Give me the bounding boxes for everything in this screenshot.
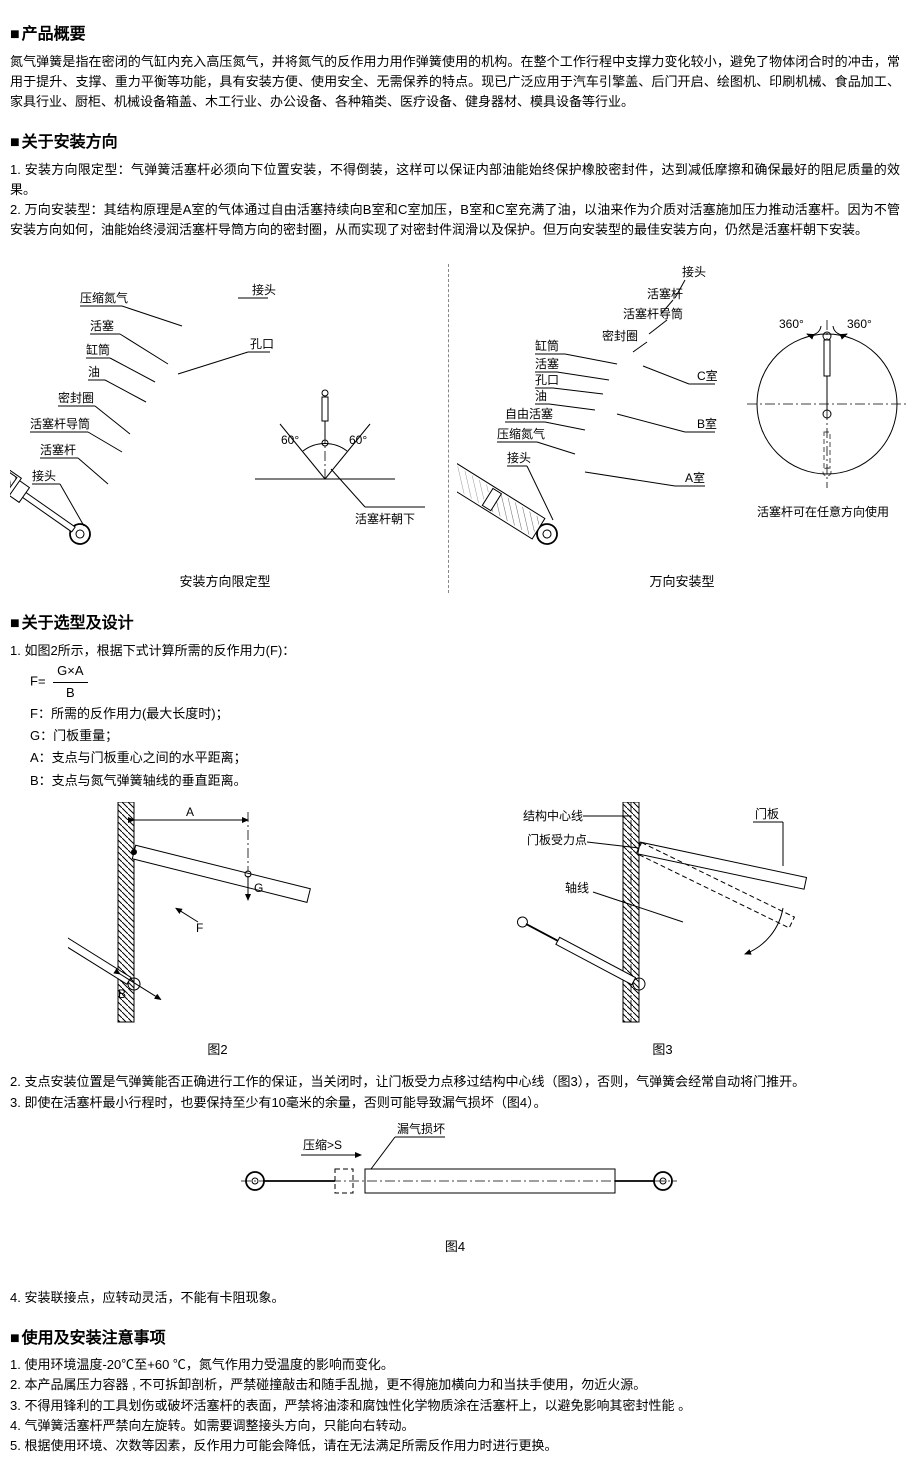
svg-text:密封圈: 密封圈 [58, 390, 94, 405]
caption-fixed-type: 安装方向限定型 [10, 572, 440, 593]
svg-text:60°: 60° [349, 433, 367, 447]
formula-denominator: B [53, 683, 87, 704]
svg-text:活塞杆朝下: 活塞杆朝下 [355, 511, 415, 526]
svg-text:活塞杆: 活塞杆 [647, 286, 683, 301]
diagram-divider [448, 264, 449, 593]
svg-text:F: F [196, 921, 203, 935]
svg-text:活塞杆: 活塞杆 [40, 442, 76, 457]
svg-text:门板: 门板 [755, 806, 779, 821]
svg-text:压缩氮气: 压缩氮气 [80, 290, 128, 305]
section-title-install-dir: 关于安装方向 [10, 130, 900, 156]
svg-text:缸筒: 缸筒 [86, 342, 110, 357]
def-G: G：门板重量； [30, 725, 900, 747]
def-B: B：支点与氮气弹簧轴线的垂直距离。 [30, 770, 900, 792]
svg-text:活塞: 活塞 [90, 318, 114, 333]
svg-text:自由活塞: 自由活塞 [505, 406, 553, 421]
notes-item-3: 3. 不得用锋利的工具划伤或破坏活塞杆的表面，严禁将油漆和腐蚀性化学物质涂在活塞… [10, 1396, 900, 1416]
svg-text:轴线: 轴线 [565, 880, 589, 895]
def-A: A：支点与门板重心之间的水平距离； [30, 747, 900, 769]
diagram-row-2: A G F B 图2 [10, 802, 900, 1061]
caption-universal-type: 万向安装型 [457, 572, 907, 593]
diagram-fig3: 结构中心线 门板受力点 轴线 门板 [483, 802, 843, 1032]
svg-text:A: A [186, 805, 194, 819]
diagram-row-3: 压缩>S 漏气损坏 图4 [10, 1119, 900, 1258]
caption-fig2: 图2 [68, 1040, 368, 1061]
caption-fig3: 图3 [483, 1040, 843, 1061]
formula-lhs: F= [30, 673, 46, 688]
install-dir-item-1: 1. 安装方向限定型：气弹簧活塞杆必须向下位置安装，不得倒装，这样可以保证内部油… [10, 160, 900, 200]
diagram-row-1: 压缩氮气 活塞 缸筒 油 密封圈 活塞杆导筒 活塞杆 接头 接头 孔口 [10, 254, 900, 593]
svg-text:60°: 60° [281, 433, 299, 447]
svg-text:G: G [254, 881, 263, 895]
section-title-selection: 关于选型及设计 [10, 611, 900, 637]
svg-text:接头: 接头 [252, 282, 276, 297]
diagram-fixed-type: 压缩氮气 活塞 缸筒 油 密封圈 活塞杆导筒 活塞杆 接头 接头 孔口 [10, 254, 440, 564]
caption-fig4: 图4 [225, 1237, 685, 1258]
svg-text:A室: A室 [685, 470, 705, 485]
diagram-fig4: 压缩>S 漏气损坏 [225, 1119, 685, 1229]
svg-text:压缩>S: 压缩>S [303, 1137, 342, 1152]
notes-item-5: 5. 根据使用环境、次数等因素，反作用力可能会降低，请在无法满足所需反作用力时进… [10, 1436, 900, 1456]
formula-defs: F：所需的反作用力(最大长度时)； G：门板重量； A：支点与门板重心之间的水平… [30, 703, 900, 791]
svg-text:B: B [118, 987, 126, 1001]
svg-text:缸筒: 缸筒 [535, 338, 559, 353]
notes-item-1: 1. 使用环境温度-20℃至+60 ℃，氮气作用力受温度的影响而变化。 [10, 1355, 900, 1375]
section-title-overview: 产品概要 [10, 22, 900, 48]
svg-text:活塞杆导筒: 活塞杆导筒 [30, 416, 90, 431]
notes-item-4: 4. 气弹簧活塞杆严禁向左旋转。如需要调整接头方向，只能向右转动。 [10, 1416, 900, 1436]
svg-text:密封圈: 密封圈 [602, 328, 638, 343]
svg-text:360°: 360° [847, 317, 872, 331]
svg-text:漏气损坏: 漏气损坏 [397, 1121, 445, 1136]
svg-text:油: 油 [535, 389, 547, 403]
install-dir-item-2: 2. 万向安装型：其结构原理是A室的气体通过自由活塞持续向B室和C室加压，B室和… [10, 200, 900, 240]
svg-text:360°: 360° [779, 317, 804, 331]
svg-text:结构中心线: 结构中心线 [523, 808, 583, 823]
svg-text:接头: 接头 [507, 450, 531, 465]
diagram-fig2: A G F B [68, 802, 368, 1032]
section-title-notes: 使用及安装注意事项 [10, 1326, 900, 1352]
svg-text:接头: 接头 [32, 468, 56, 483]
svg-text:接头: 接头 [682, 264, 706, 279]
svg-text:B室: B室 [697, 416, 717, 431]
svg-text:压缩氮气: 压缩氮气 [497, 426, 545, 441]
notes-item-2: 2. 本产品属压力容器 , 不可拆卸剖析，严禁碰撞敲击和随手乱抛，更不得施加横向… [10, 1375, 900, 1395]
svg-text:活塞杆导筒: 活塞杆导筒 [623, 306, 683, 321]
svg-text:孔口: 孔口 [535, 373, 559, 387]
selection-intro: 1. 如图2所示，根据下式计算所需的反作用力(F)： [10, 641, 900, 661]
overview-body: 氮气弹簧是指在密闭的气缸内充入高压氮气，并将氮气的反作用力用作弹簧使用的机构。在… [10, 52, 900, 112]
def-F: F：所需的反作用力(最大长度时)； [30, 703, 900, 725]
svg-text:活塞: 活塞 [535, 356, 559, 371]
selection-item-3: 3. 即使在活塞杆最小行程时，也要保持至少有10毫米的余量，否则可能导致漏气损坏… [10, 1093, 900, 1113]
formula-F: F= G×A B [30, 661, 900, 704]
selection-item-2: 2. 支点安装位置是气弹簧能否正确进行工作的保证，当关闭时，让门板受力点移过结构… [10, 1072, 900, 1092]
selection-item-4: 4. 安装联接点，应转动灵活，不能有卡阻现象。 [10, 1288, 900, 1308]
svg-text:门板受力点: 门板受力点 [527, 832, 587, 847]
formula-numerator: G×A [53, 661, 87, 683]
diagram-universal-type: 接头 活塞杆 活塞杆导筒 密封圈 缸筒 活塞 孔口 油 自由活塞 压缩氮气 接头 [457, 254, 907, 564]
svg-text:油: 油 [88, 365, 100, 379]
svg-text:活塞杆可在任意方向使用: 活塞杆可在任意方向使用 [757, 504, 889, 519]
svg-text:孔口: 孔口 [250, 337, 274, 351]
svg-text:C室: C室 [697, 368, 718, 383]
